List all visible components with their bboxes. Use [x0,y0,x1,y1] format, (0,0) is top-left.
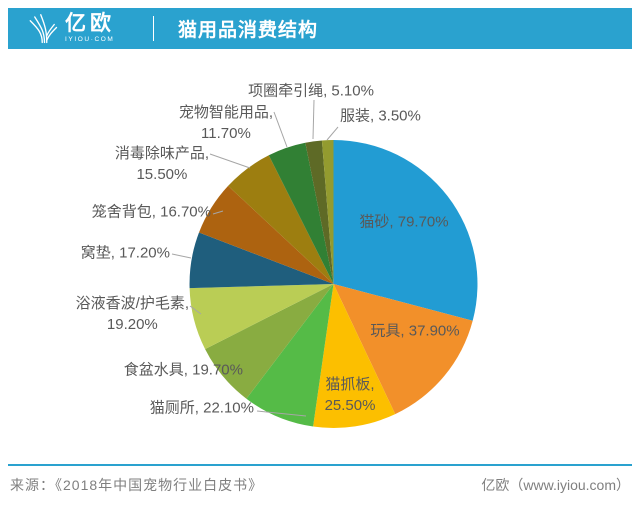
logo-texts: 亿欧 IYIOU·COM [65,13,115,44]
slice-label-11: 服装, 3.50% [340,107,421,125]
footer-divider [8,464,632,466]
pie-slice-9 [268,142,334,284]
leader-line-8 [209,153,251,169]
leader-line-5 [189,305,202,315]
leader-line-6 [171,253,192,259]
slice-label-9: 宠物智能用品, 11.70% [178,104,273,142]
pie-slice-4 [205,284,334,399]
slice-label-6: 窝垫, 17.20% [80,244,170,262]
pie-slice-7 [199,185,334,284]
pie-slice-1 [333,284,473,415]
slice-label-2: 猫抓板, 25.50% [324,376,376,414]
pie-slice-10 [305,140,334,284]
pie-slice-0 [333,140,478,321]
leader-line-9 [273,111,288,148]
header-bar: 亿欧 IYIOU·COM 猫用品消费结构 [8,8,632,49]
slice-label-8: 消毒除味产品, 15.50% [114,145,209,183]
brand-text: 亿欧（www.iyiou.com） [481,477,630,493]
pie-slice-11 [321,140,334,284]
iyiou-logo-icon [29,13,58,43]
pie-slice-6 [189,232,334,289]
iyiou-logo: 亿欧 IYIOU·COM [28,12,115,46]
page-title: 猫用品消费结构 [178,20,319,41]
source-text: 来源：《2018年中国宠物行业白皮书》 [10,477,264,493]
slice-label-0: 猫砂, 79.70% [359,213,449,231]
leader-line-10 [312,99,315,140]
pie-slice-5 [189,284,334,350]
leader-line-3 [256,410,307,417]
pie-slice-3 [246,284,334,427]
slice-label-1: 玩具, 37.90% [370,322,460,340]
logo-domain: IYIOU·COM [65,36,115,44]
pie-slice-2 [313,284,396,428]
header-separator [153,16,154,41]
logo-name: 亿欧 [65,12,115,36]
slice-label-4: 食盆水具, 19.70% [123,361,243,379]
slice-label-7: 笼舍背包, 16.70% [91,203,211,221]
slice-label-10: 项圈牵引绳, 5.10% [248,82,374,100]
pie-slice-8 [228,155,334,284]
slice-label-5: 浴液香波/护毛素, 19.20% [75,295,189,333]
slice-label-3: 猫厕所, 22.10% [149,399,254,417]
leader-line-7 [212,210,224,215]
leader-line-11 [326,126,339,141]
